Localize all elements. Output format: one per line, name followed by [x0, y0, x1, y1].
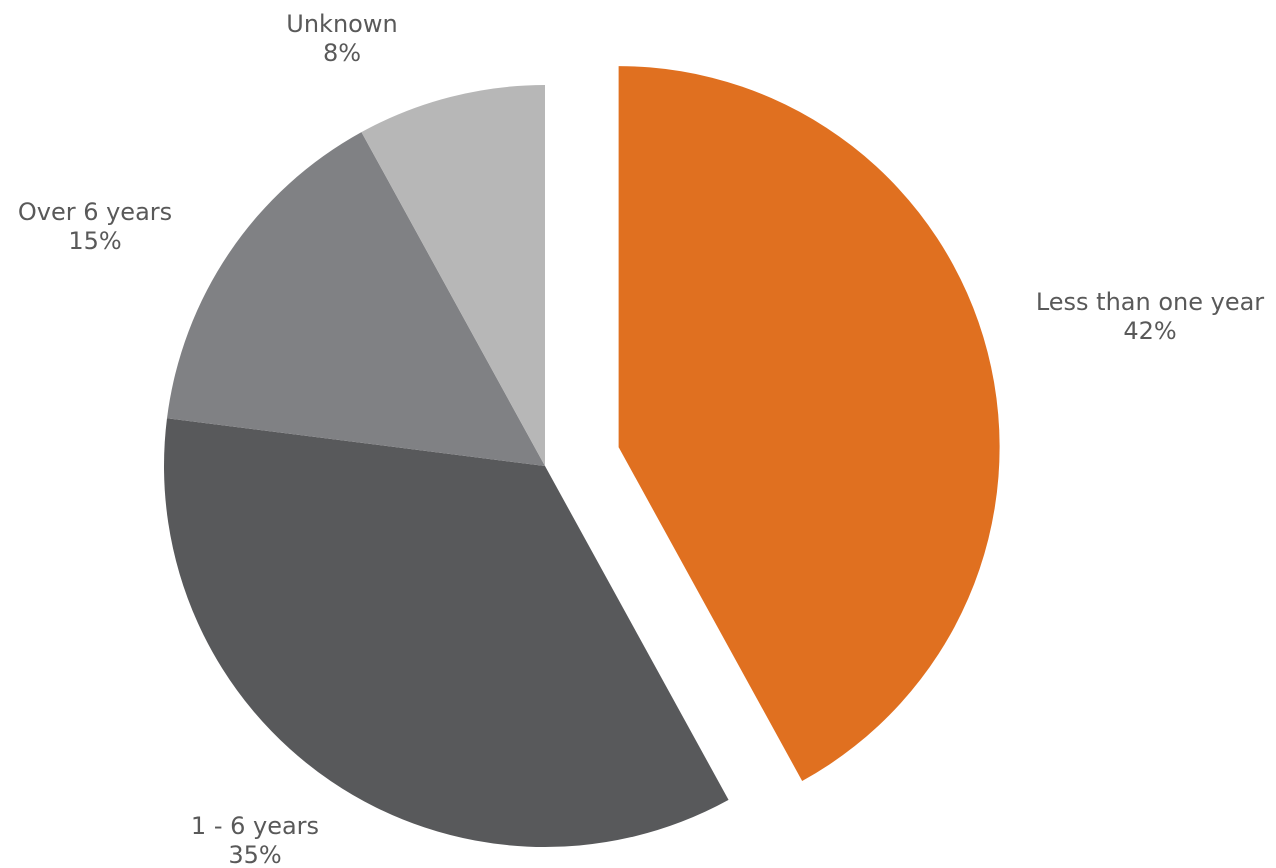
slice-category-label: Over 6 years [18, 198, 172, 226]
slice-label-1-6-years: 1 - 6 years 35% [191, 812, 319, 868]
slice-category-label: Unknown [286, 10, 397, 38]
slice-category-label: Less than one year [1036, 288, 1264, 316]
slice-label-over-6-years: Over 6 years 15% [18, 198, 172, 255]
slice-value-label: 42% [1123, 317, 1176, 345]
pie-slices [163, 66, 1000, 847]
pie-slice-over-6-years [167, 132, 545, 467]
pie-slice-1-6-years [163, 418, 729, 847]
slice-value-label: 8% [323, 39, 361, 67]
pie-slice-unknown [361, 85, 545, 466]
slice-value-label: 15% [68, 227, 121, 255]
slice-category-label: 1 - 6 years [191, 812, 319, 840]
slice-label-unknown: Unknown 8% [286, 10, 397, 67]
slice-value-label: 35% [228, 841, 281, 868]
pie-slice-less-than-one-year [618, 66, 1000, 781]
slice-label-less-than-one-year: Less than one year 42% [1036, 288, 1264, 345]
slice-labels: Less than one year 42% 1 - 6 years 35% Over … [18, 10, 1264, 868]
